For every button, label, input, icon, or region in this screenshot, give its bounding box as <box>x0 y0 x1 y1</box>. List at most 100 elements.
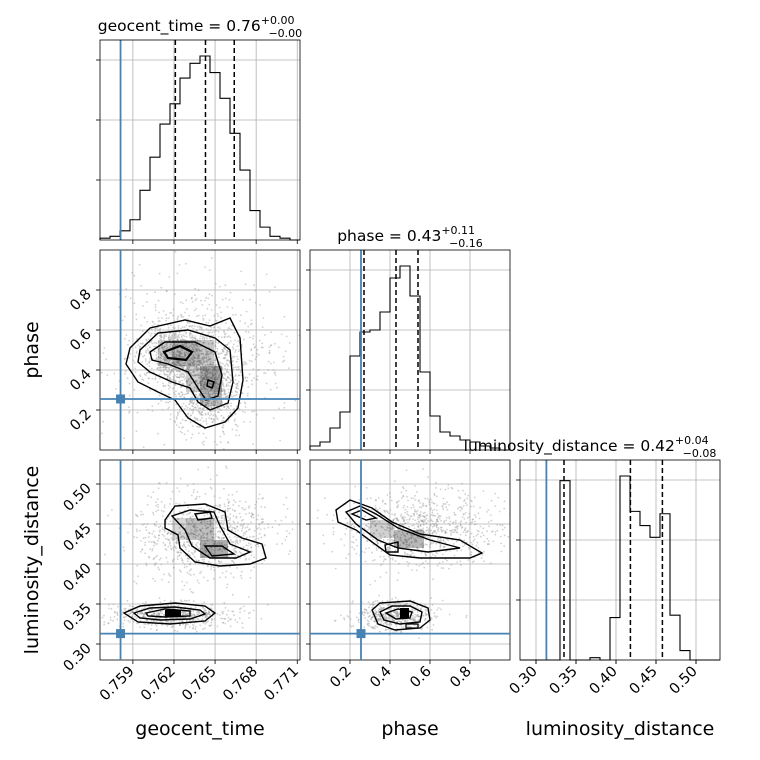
sample-point <box>207 331 210 334</box>
sample-point <box>218 537 221 540</box>
grid-lines <box>100 460 300 660</box>
sample-point <box>374 499 377 502</box>
sample-point <box>150 328 153 331</box>
sample-point <box>494 505 497 507</box>
sample-point <box>372 538 374 541</box>
sample-point <box>188 545 191 547</box>
sample-point <box>276 543 278 545</box>
sample-point <box>171 345 174 347</box>
sample-point <box>177 339 180 341</box>
sample-point <box>204 373 207 375</box>
sample-point <box>196 340 199 342</box>
sample-point <box>193 549 196 552</box>
sample-point <box>210 487 213 490</box>
sample-point <box>440 519 442 522</box>
sample-point <box>214 533 217 535</box>
sample-point <box>417 520 420 523</box>
sample-point <box>130 618 133 621</box>
sample-point <box>159 482 161 485</box>
sample-point <box>206 373 209 376</box>
sample-point <box>172 345 175 348</box>
sample-point <box>118 306 120 309</box>
sample-point <box>199 624 202 627</box>
sample-point <box>192 408 195 410</box>
sample-point <box>400 513 403 516</box>
sample-point <box>373 532 376 535</box>
sample-point <box>187 612 190 615</box>
sample-point <box>210 619 213 622</box>
sample-point <box>181 353 183 355</box>
sample-point <box>424 497 426 500</box>
sample-point <box>174 421 177 424</box>
sample-point <box>382 538 385 541</box>
sample-point <box>207 395 210 398</box>
sample-point <box>511 504 513 506</box>
sample-point <box>395 610 398 613</box>
sample-point <box>151 377 154 380</box>
sample-point <box>444 488 447 491</box>
sample-point <box>169 371 172 373</box>
sample-point <box>151 320 154 323</box>
sample-point <box>214 392 217 395</box>
sample-point <box>191 361 194 364</box>
sample-point <box>165 367 168 369</box>
sample-point <box>136 530 139 533</box>
sample-point <box>229 507 232 510</box>
sample-point <box>206 536 209 539</box>
sample-point <box>466 497 469 500</box>
sample-point <box>205 393 208 395</box>
sample-point <box>272 369 275 371</box>
sample-point <box>158 613 160 616</box>
sample-point <box>478 517 481 520</box>
sample-point <box>177 551 179 554</box>
sample-point <box>135 318 138 321</box>
sample-point <box>194 335 197 337</box>
sample-point <box>226 349 229 352</box>
sample-point <box>197 368 200 371</box>
sample-point <box>429 545 431 548</box>
sample-point <box>203 536 206 539</box>
sample-point <box>176 370 179 372</box>
sample-point <box>197 582 200 584</box>
sample-point <box>407 514 410 517</box>
sample-point <box>128 382 131 385</box>
sample-point <box>206 533 209 536</box>
title-lower-error: −0.08 <box>683 447 717 460</box>
sample-point <box>196 610 199 613</box>
sample-point <box>203 549 206 551</box>
sample-point <box>461 482 463 485</box>
sample-point <box>160 563 163 566</box>
sample-point <box>223 392 226 395</box>
sample-point <box>190 590 193 593</box>
sample-point <box>439 545 442 548</box>
sample-point <box>170 378 173 381</box>
sample-point <box>111 509 113 511</box>
sample-point <box>230 541 233 543</box>
sample-point <box>156 367 159 370</box>
sample-point <box>431 553 434 556</box>
sample-point <box>142 615 145 618</box>
sample-point <box>209 414 211 417</box>
sample-point <box>208 547 211 550</box>
sample-point <box>203 377 206 380</box>
sample-point <box>174 332 177 335</box>
sample-point <box>110 607 113 610</box>
sample-point <box>204 403 207 406</box>
sample-point <box>431 501 433 504</box>
sample-point <box>156 367 159 369</box>
sample-point <box>226 370 228 373</box>
sample-point <box>123 337 126 340</box>
sample-point <box>490 531 493 533</box>
sample-point <box>191 296 193 299</box>
sample-point <box>97 619 99 621</box>
sample-point <box>217 377 220 379</box>
sample-point <box>213 410 216 412</box>
sample-point <box>196 329 199 331</box>
sample-point <box>136 612 139 615</box>
sample-point <box>221 381 224 384</box>
sample-point <box>199 381 202 383</box>
sample-point <box>202 543 205 546</box>
sample-point <box>202 555 205 558</box>
sample-point <box>171 625 174 628</box>
sample-point <box>184 353 187 355</box>
